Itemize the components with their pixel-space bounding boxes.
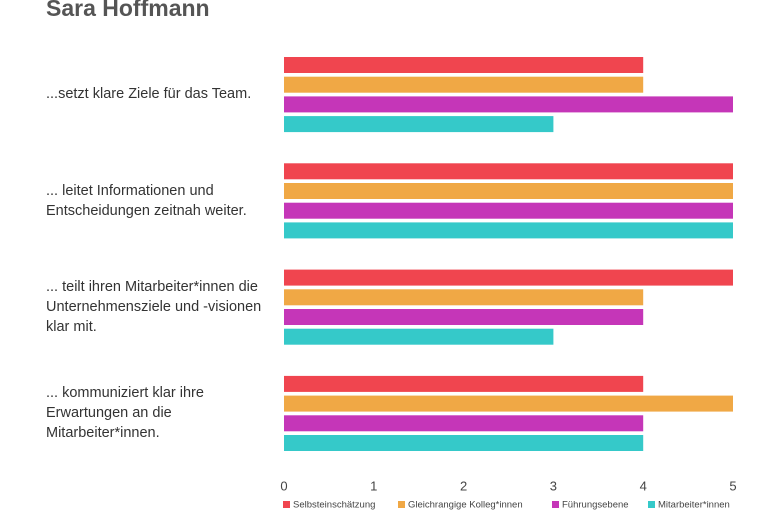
bar	[284, 435, 644, 451]
bar	[284, 375, 644, 392]
legend-swatch	[648, 501, 655, 508]
legend-swatch	[552, 501, 559, 508]
bar	[284, 309, 644, 325]
legend-label: Selbsteinschätzung	[293, 500, 375, 511]
legend-label: Gleichrangige Kolleg*innen	[408, 500, 523, 511]
bar	[284, 395, 733, 412]
x-tick-label: 5	[729, 478, 736, 493]
bar	[284, 415, 644, 432]
legend-label: Mitarbeiter*innen	[658, 500, 730, 511]
legend-label: Führungsebene	[562, 500, 629, 511]
bar	[284, 96, 733, 113]
bar	[284, 76, 644, 93]
x-tick-label: 4	[640, 478, 647, 493]
category-label: ...setzt klare Ziele für das Team.	[46, 86, 252, 103]
x-tick-label: 3	[550, 478, 557, 493]
category-label: ... teilt ihren Mitarbeiter*innen die Un…	[46, 279, 262, 335]
bar	[284, 269, 733, 286]
x-tick-label: 2	[460, 478, 467, 493]
category-label: ... kommuniziert klar ihre Erwartungen a…	[46, 385, 204, 442]
bar	[284, 222, 733, 239]
chart-title: Sara Hoffmann	[46, 0, 210, 21]
legend-swatch	[398, 501, 405, 508]
legend-swatch	[283, 501, 290, 508]
bar	[284, 328, 554, 345]
x-tick-label: 1	[370, 478, 377, 493]
bar	[284, 289, 644, 306]
bar	[284, 57, 644, 73]
x-tick-label: 0	[280, 478, 287, 493]
bar	[284, 202, 733, 219]
bar	[284, 163, 733, 180]
bar	[284, 116, 554, 133]
bar	[284, 183, 733, 199]
category-label: ... leitet Informationen und Entscheidun…	[46, 182, 247, 219]
